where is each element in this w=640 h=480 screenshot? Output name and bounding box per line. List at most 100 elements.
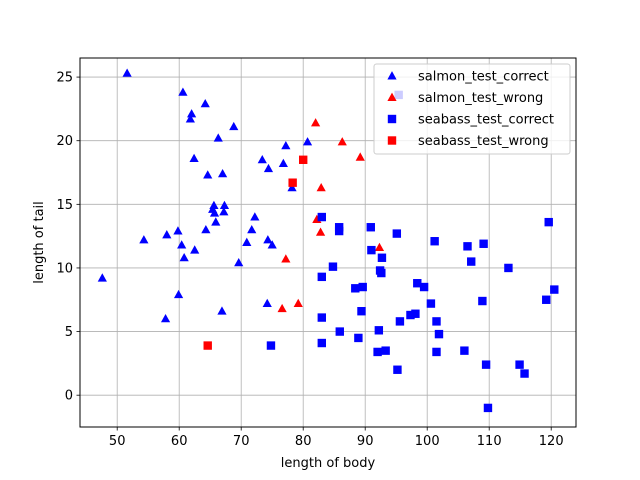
salmon-test-wrong-point	[311, 118, 321, 127]
seabass-test-correct-point	[515, 360, 524, 369]
seabass-test-correct-point	[395, 317, 405, 326]
legend-marker	[387, 114, 397, 124]
seabass-test-correct-point	[367, 245, 376, 255]
legend-marker	[387, 92, 397, 101]
seabass-test-correct-point	[351, 284, 360, 293]
seabass-test-correct-point	[463, 242, 472, 251]
seabass-test-correct-point	[520, 369, 529, 378]
salmon-test-correct-point	[211, 217, 221, 226]
seabass-test-correct-point	[373, 347, 382, 357]
seabass-test-correct-point	[354, 333, 363, 343]
seabass-test-wrong-point	[299, 155, 308, 164]
seabass-test-correct-point	[481, 360, 491, 369]
salmon-test-correct-point	[173, 289, 184, 299]
legend-box	[373, 63, 571, 155]
legend-marker	[387, 71, 397, 80]
salmon-test-wrong-point	[355, 152, 365, 161]
y-axis-ticks: 0 5 10 15 20 25	[56, 71, 80, 404]
y-tick-label: 20	[56, 134, 73, 149]
seabass-test-correct-point	[357, 307, 366, 316]
salmon-test-correct-point	[185, 114, 195, 123]
seabass-test-correct-point	[504, 263, 513, 273]
salmon-test-wrong-point	[337, 137, 347, 146]
seabass-test-correct-point	[335, 327, 344, 336]
salmon-test-correct-point	[281, 140, 291, 150]
salmon-test-correct-point	[160, 314, 171, 323]
salmon-test-correct-point	[122, 68, 132, 77]
seabass-test-correct-point	[550, 285, 559, 294]
salmon-test-correct-point	[242, 237, 252, 246]
salmon-test-correct-point	[203, 170, 213, 179]
salmon-test-correct-point	[250, 212, 260, 221]
salmon-test-correct-point	[190, 245, 200, 254]
salmon-test-correct-point	[177, 240, 187, 249]
salmon-test-correct-point	[178, 87, 188, 96]
legend-entry: seabass_test_correct	[418, 113, 554, 128]
seabass-test-correct-point	[467, 257, 476, 266]
seabass-test-correct-point	[413, 279, 422, 288]
x-tick-label: 60	[171, 434, 188, 449]
seabass-test-correct-point	[483, 403, 493, 413]
seabass-test-correct-point	[266, 341, 276, 350]
seabass-test-correct-point	[460, 346, 469, 355]
salmon-test-correct-point	[219, 207, 229, 216]
seabass-test-wrong-point	[288, 178, 297, 187]
x-tick-label: 90	[357, 434, 374, 449]
salmon-test-wrong-point	[281, 254, 291, 263]
salmon-test-correct-point	[179, 252, 189, 262]
legend: salmon_test_correct salmon_test_wrongseab…	[373, 63, 571, 155]
seabass-test-correct-point	[479, 239, 488, 248]
salmon-test-correct-point	[302, 137, 313, 146]
x-tick-label: 80	[295, 434, 312, 449]
salmon-test-correct-point	[201, 224, 211, 234]
y-tick-label: 15	[56, 198, 73, 213]
salmon-test-correct-point	[209, 200, 219, 210]
legend-marker	[387, 136, 397, 145]
seabass-test-correct-point	[334, 226, 344, 236]
x-tick-label: 120	[539, 434, 564, 449]
x-tick-label: 110	[477, 434, 502, 449]
data-points	[97, 68, 559, 413]
salmon-test-wrong-point	[315, 227, 326, 236]
seabass-test-correct-point	[419, 282, 429, 292]
salmon-test-correct-point	[234, 258, 244, 267]
seabass-test-wrong-point	[203, 341, 212, 350]
salmon-test-correct-point	[267, 240, 277, 249]
salmon-test-correct-point	[247, 224, 257, 234]
seabass-test-correct-point	[358, 282, 367, 292]
salmon-test-correct-point	[262, 298, 272, 308]
seabass-test-correct-point	[377, 268, 386, 278]
salmon-test-correct-point	[187, 109, 197, 118]
salmon-test-correct-point	[209, 208, 220, 217]
seabass-test-correct-point	[377, 253, 387, 262]
x-tick-label: 70	[233, 434, 250, 449]
salmon-test-correct-point	[213, 133, 223, 142]
legend-entry: salmon_test_wrong	[418, 91, 543, 106]
seabass-test-correct-point	[542, 295, 551, 304]
seabass-test-correct-point	[432, 347, 441, 357]
seabass-test-correct-point	[406, 310, 415, 320]
x-axis-label: length of body	[281, 456, 376, 471]
seabass-test-correct-point	[434, 329, 444, 339]
salmon-test-wrong-point	[316, 182, 326, 192]
seabass-test-correct-point	[317, 338, 326, 348]
salmon-test-correct-point	[219, 200, 230, 210]
seabass-test-correct-point	[393, 365, 402, 374]
seabass-test-correct-point	[328, 262, 338, 271]
salmon-test-correct-point	[189, 153, 199, 162]
salmon-test-correct-point	[173, 226, 183, 235]
seabass-test-correct-point	[432, 317, 441, 326]
salmon-test-wrong-point	[374, 242, 385, 252]
salmon-test-correct-point	[97, 273, 107, 282]
seabass-test-correct-point	[317, 313, 326, 322]
y-tick-label: 10	[56, 261, 73, 276]
salmon-test-correct-point	[218, 168, 228, 178]
salmon-test-correct-point	[229, 121, 239, 131]
y-tick-label: 5	[65, 325, 73, 340]
salmon-test-correct-point	[200, 98, 210, 108]
y-axis-label: length of tail	[32, 201, 47, 284]
seabass-test-correct-point	[317, 212, 326, 222]
legend-entry: salmon_test_correct	[418, 70, 549, 85]
seabass-test-correct-point	[478, 296, 487, 306]
